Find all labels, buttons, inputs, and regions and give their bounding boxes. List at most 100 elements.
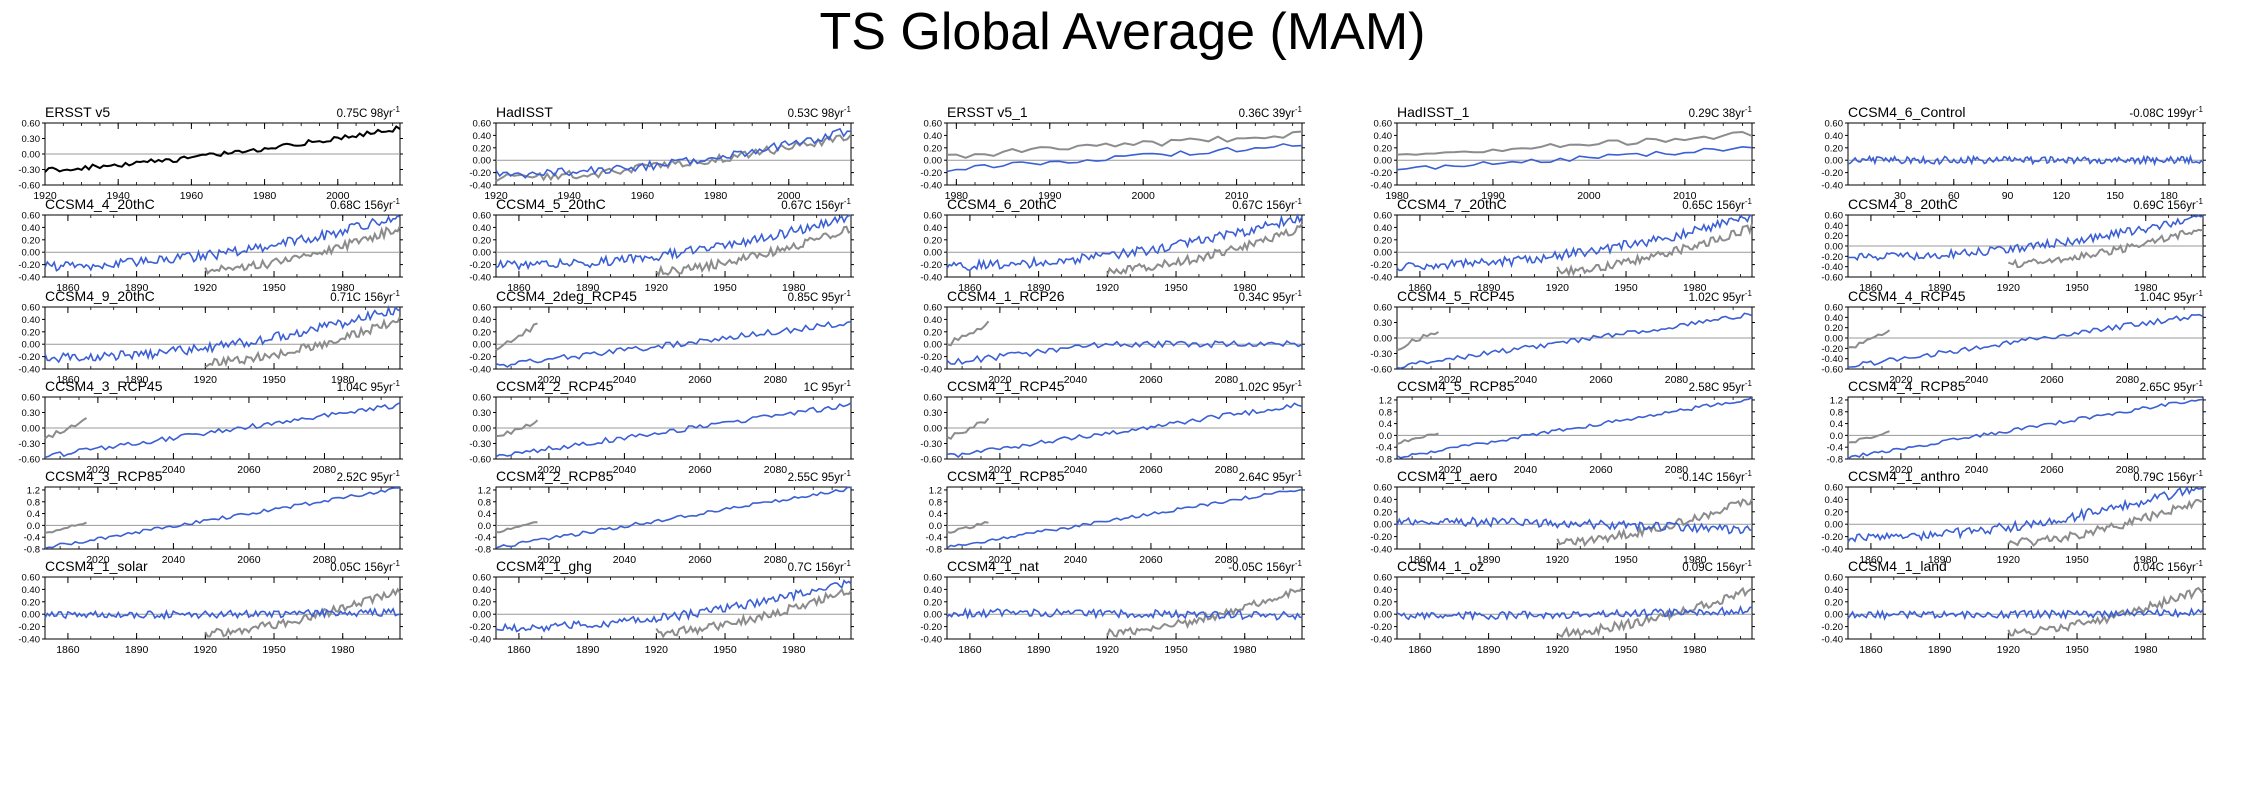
y-tick-label: 0.40: [473, 585, 492, 596]
y-tick-label: 0.20: [1825, 143, 1844, 154]
y-tick-label: -0.20: [18, 622, 40, 633]
y-tick-label: 0.60: [924, 211, 943, 222]
y-tick-label: -0.40: [1821, 545, 1843, 556]
model-series-line: [495, 486, 852, 549]
x-tick-label: 2010: [1673, 190, 1697, 202]
y-tick-label: -0.4: [1376, 443, 1392, 454]
y-tick-label: -0.20: [1370, 168, 1392, 179]
model-series-line: [44, 607, 401, 621]
y-tick-label: -0.40: [18, 365, 40, 376]
x-tick-label: 2080: [2116, 374, 2140, 386]
obs-series-line: [44, 417, 88, 440]
panel-ccsm4-8-20thc: CCSM4_8_20thC 0.69C 156yr-1 0.600.400.200.…: [1821, 196, 2206, 294]
panel-title: HadISST: [496, 104, 553, 120]
panel-title: CCSM4_1_land: [1848, 558, 1947, 574]
obs-series-line: [655, 225, 852, 278]
y-tick-label: 0.20: [924, 597, 943, 608]
y-tick-label: -0.40: [18, 635, 40, 646]
panel-trend: 0.34C 95yr-1: [1239, 289, 1303, 304]
panel-frame: [1396, 486, 1753, 550]
y-tick-label: 0.20: [473, 143, 492, 154]
panel-ccsm4-1-solar: CCSM4_1_solar 0.05C 156yr-1 0.600.400.20 0.…: [18, 558, 403, 656]
panel-ccsm4-7-20thc: CCSM4_7_20thC 0.65C 156yr-1 0.600.400.20 0.…: [1370, 196, 1755, 294]
panel-trend: 1C 95yr-1: [804, 379, 852, 394]
x-tick-label: 1890: [1928, 644, 1952, 656]
x-tick-label: 2020: [1438, 464, 1462, 476]
y-tick-label: 0.20: [22, 597, 41, 608]
obs-series-line: [1106, 586, 1303, 638]
y-tick-label: -0.40: [920, 273, 942, 284]
panel-trend: 0.7C 156yr-1: [788, 559, 852, 574]
panel-trend: 2.65C 95yr-1: [2140, 379, 2204, 394]
panel-frame: [946, 576, 1303, 640]
panel-frame: [44, 486, 401, 550]
obs-series-line: [1106, 223, 1303, 276]
panel-title: CCSM4_1_solar: [45, 558, 148, 574]
y-tick-label: -0.60: [18, 181, 40, 192]
x-tick-label: 2080: [1215, 374, 1239, 386]
obs-series-line: [495, 322, 538, 351]
x-tick-label: 2060: [688, 374, 712, 386]
y-tick-label: 0.60: [1374, 573, 1393, 584]
y-tick-label: -0.20: [469, 622, 491, 633]
panel-ccsm4-1-aero: CCSM4_1_aero -0.14C 156yr-1 0.600.400.20 0.…: [1370, 468, 1755, 566]
x-tick-label: 1950: [713, 644, 737, 656]
panel-frame: [1847, 122, 2204, 186]
x-tick-label: 1920: [1096, 644, 1120, 656]
x-tick-label: 1980: [1683, 644, 1707, 656]
x-tick-label: 1920: [194, 644, 218, 656]
x-tick-label: 2020: [1889, 374, 1913, 386]
y-tick-label: -0.60: [920, 455, 942, 466]
y-tick-label: 0.00: [924, 424, 943, 435]
panel-trend: 2.52C 95yr-1: [337, 469, 401, 484]
y-tick-label: -0.40: [1370, 181, 1392, 192]
x-tick-label: 2020: [988, 464, 1012, 476]
y-tick-label: -0.20: [18, 352, 40, 363]
x-tick-label: 1920: [33, 190, 57, 202]
panel-ccsm4-1-oz: CCSM4_1_oz 0.09C 156yr-10.600.400.200.00-…: [1370, 558, 1755, 656]
y-tick-label: 0.40: [1825, 221, 1844, 232]
y-tick-label: -0.20: [1821, 344, 1843, 355]
y-tick-label: 0.4: [27, 509, 40, 520]
x-tick-label: 1920: [1096, 282, 1120, 294]
x-tick-label: 1960: [631, 190, 655, 202]
y-tick-label: 0.30: [1374, 318, 1393, 329]
y-tick-label: 0.60: [1374, 483, 1393, 494]
y-tick-label: -0.20: [18, 260, 40, 271]
x-tick-label: 90: [2002, 190, 2014, 202]
x-tick-label: 2040: [1965, 464, 1989, 476]
x-tick-label: 2000: [1132, 190, 1156, 202]
model-series-line: [1847, 485, 2204, 543]
x-tick-label: 1980: [253, 190, 277, 202]
panel-frame: [44, 306, 401, 370]
y-tick-label: 0.60: [22, 211, 41, 222]
y-tick-label: 0.00: [1374, 248, 1393, 259]
x-tick-label: 2060: [1139, 374, 1163, 386]
y-tick-label: -0.8: [1827, 455, 1843, 466]
model-series-line: [1847, 214, 2204, 262]
y-tick-label: -0.40: [920, 635, 942, 646]
x-tick-label: 1980: [331, 644, 355, 656]
panel-ccsm4-6-control: CCSM4_6_Control -0.08C 199yr-1 0.600.400.2…: [1821, 104, 2206, 202]
x-tick-label: 1860: [1859, 282, 1883, 294]
x-tick-label: 2040: [1064, 554, 1088, 566]
y-tick-label: 0.40: [1825, 131, 1844, 142]
y-tick-label: 0.60: [1825, 483, 1844, 494]
y-tick-label: 0.00: [924, 156, 943, 167]
panel-ccsm4-5-rcp45: CCSM4_5_RCP45 1.02C 95yr-1 0.60 0.30 0.00 -0.…: [1370, 288, 1755, 386]
y-tick-label: 0.0: [1379, 431, 1392, 442]
x-tick-label: 2020: [1438, 374, 1462, 386]
y-tick-label: 0.4: [478, 509, 491, 520]
panel-trend: 0.71C 156yr-1: [330, 289, 400, 304]
panel-ccsm4-5-rcp85: CCSM4_5_RCP85 2.58C 95yr-11.20.80.40.0-0.…: [1376, 378, 1755, 476]
x-tick-label: 1980: [2134, 644, 2158, 656]
y-tick-label: 0.20: [22, 327, 41, 338]
x-tick-label: 1920: [484, 190, 508, 202]
model-series-line: [1396, 604, 1753, 622]
x-tick-label: 2080: [1665, 464, 1689, 476]
model-series-line: [44, 304, 401, 364]
x-tick-label: 2060: [1589, 374, 1613, 386]
y-tick-label: 0.30: [473, 408, 492, 419]
obs-series-line: [1396, 331, 1440, 352]
